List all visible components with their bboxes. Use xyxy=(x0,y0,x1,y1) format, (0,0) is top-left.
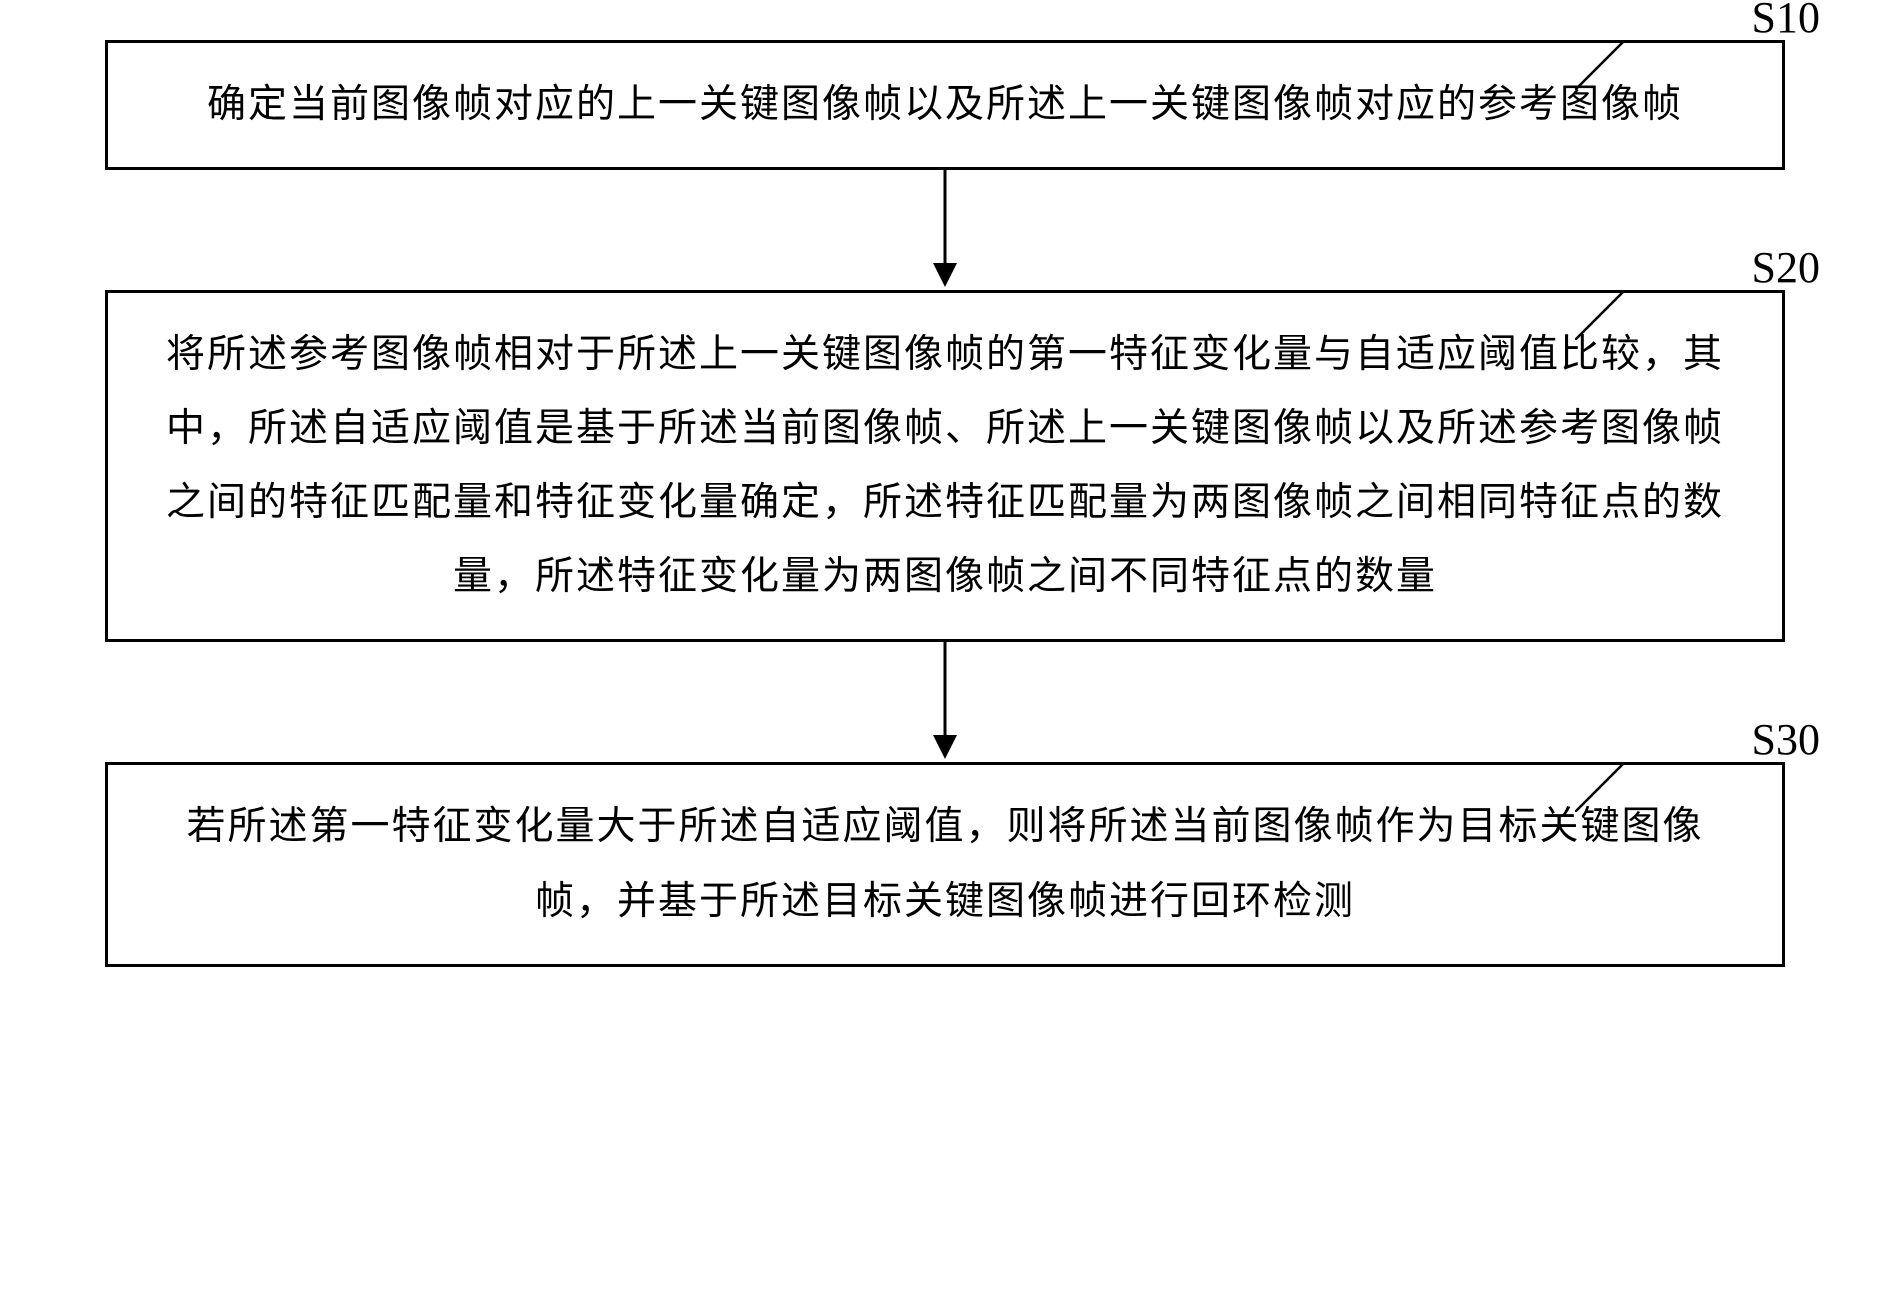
step-container-s20: S20 将所述参考图像帧相对于所述上一关键图像帧的第一特征变化量与自适应阈值比较… xyxy=(30,290,1860,642)
arrow-s10-s20 xyxy=(30,170,1860,290)
callout-line-s20 xyxy=(1575,290,1705,340)
step-container-s30: S30 若所述第一特征变化量大于所述自适应阈值，则将所述当前图像帧作为目标关键图… xyxy=(30,762,1860,966)
step-text-s10: 确定当前图像帧对应的上一关键图像帧以及所述上一关键图像帧对应的参考图像帧 xyxy=(148,68,1742,142)
step-box-s10: 确定当前图像帧对应的上一关键图像帧以及所述上一关键图像帧对应的参考图像帧 xyxy=(105,40,1785,170)
step-text-s30: 若所述第一特征变化量大于所述自适应阈值，则将所述当前图像帧作为目标关键图像帧，并… xyxy=(148,790,1742,938)
step-label-s10: S10 xyxy=(1752,0,1820,43)
callout-line-s30 xyxy=(1575,762,1705,812)
step-box-s20: 将所述参考图像帧相对于所述上一关键图像帧的第一特征变化量与自适应阈值比较，其中，… xyxy=(105,290,1785,642)
flowchart-container: S10 确定当前图像帧对应的上一关键图像帧以及所述上一关键图像帧对应的参考图像帧… xyxy=(30,40,1860,967)
step-label-s20: S20 xyxy=(1752,242,1820,293)
step-box-s30: 若所述第一特征变化量大于所述自适应阈值，则将所述当前图像帧作为目标关键图像帧，并… xyxy=(105,762,1785,966)
callout-line-s10 xyxy=(1575,40,1705,90)
arrow-s20-s30 xyxy=(30,642,1860,762)
step-label-s30: S30 xyxy=(1752,714,1820,765)
step-container-s10: S10 确定当前图像帧对应的上一关键图像帧以及所述上一关键图像帧对应的参考图像帧 xyxy=(30,40,1860,170)
step-text-s20: 将所述参考图像帧相对于所述上一关键图像帧的第一特征变化量与自适应阈值比较，其中，… xyxy=(148,318,1742,614)
